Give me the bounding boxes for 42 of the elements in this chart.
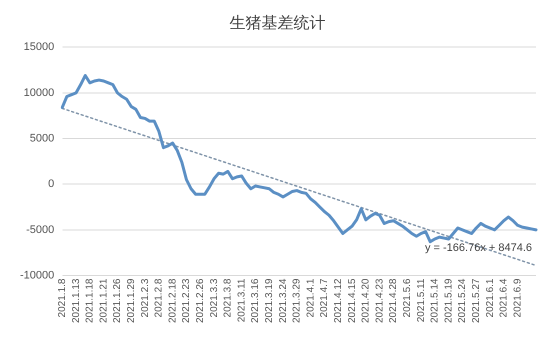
x-tick-label: 2021.2.8 (154, 278, 165, 318)
y-tick-label: 0 (48, 178, 54, 190)
y-tick-label: 5000 (30, 132, 54, 145)
x-tick-label: 2021.6.4 (498, 278, 510, 318)
x-tick-label: 2021.1.26 (112, 278, 124, 324)
x-tick-label: 2021.4.7 (319, 278, 330, 318)
x-tick-label: 2021.2.23 (181, 278, 192, 324)
x-tick-label: 2021.4.12 (332, 278, 344, 324)
chart-title: 生猪基差统计 (230, 14, 326, 32)
x-tick-label: 2021.3.24 (278, 278, 289, 324)
x-tick-label: 2021.3.8 (222, 278, 234, 318)
x-tick-label: 2021.3.3 (208, 278, 220, 318)
y-tick-label: -5000 (26, 224, 54, 236)
x-tick-label: 2021.4.23 (374, 278, 386, 324)
x-tick-label: 2021.3.29 (292, 278, 303, 324)
x-tick-label: 2021.3.16 (250, 278, 262, 324)
x-tick-label: 2021.6.9 (512, 278, 524, 318)
x-tick-label: 2021.5.27 (470, 278, 482, 324)
x-tick-label: 2021.5.11 (416, 278, 427, 322)
x-tick-label: 2021.5.6 (402, 278, 413, 318)
x-tick-label: 2021.3.19 (264, 278, 275, 324)
x-tick-label: 2021.1.21 (98, 278, 110, 324)
x-tick-label: 2021.1.29 (126, 278, 137, 324)
x-tick-label: 2021.3.11 (236, 278, 248, 322)
x-tick-label: 2021.4.28 (388, 278, 400, 324)
x-tick-label: 2021.1.13 (70, 278, 82, 324)
x-tick-label: 2021.4.15 (346, 278, 358, 324)
x-tick-label: 2021.1.8 (57, 278, 68, 318)
x-tick-label: 2021.1.18 (84, 278, 96, 324)
x-tick-label: 2021.2.18 (167, 278, 178, 324)
y-tick-label: 10000 (24, 86, 54, 99)
x-tick-label: 2021.5.14 (430, 278, 441, 324)
y-tick-label: 15000 (24, 41, 54, 54)
x-tick-label: 2021.2.26 (194, 278, 206, 324)
y-tick-label: -10000 (20, 270, 54, 282)
x-tick-label: 2021.4.1 (305, 278, 316, 318)
x-tick-label: 2021.5.24 (457, 278, 468, 324)
x-tick-label: 2021.6.1 (484, 278, 496, 318)
x-tick-label: 2021.2.3 (140, 278, 151, 318)
annotation: y = -166.76x + 8474.6 (424, 242, 532, 254)
x-tick-label: 2021.5.19 (443, 278, 454, 324)
x-tick-label: 2021.4.20 (360, 278, 372, 324)
